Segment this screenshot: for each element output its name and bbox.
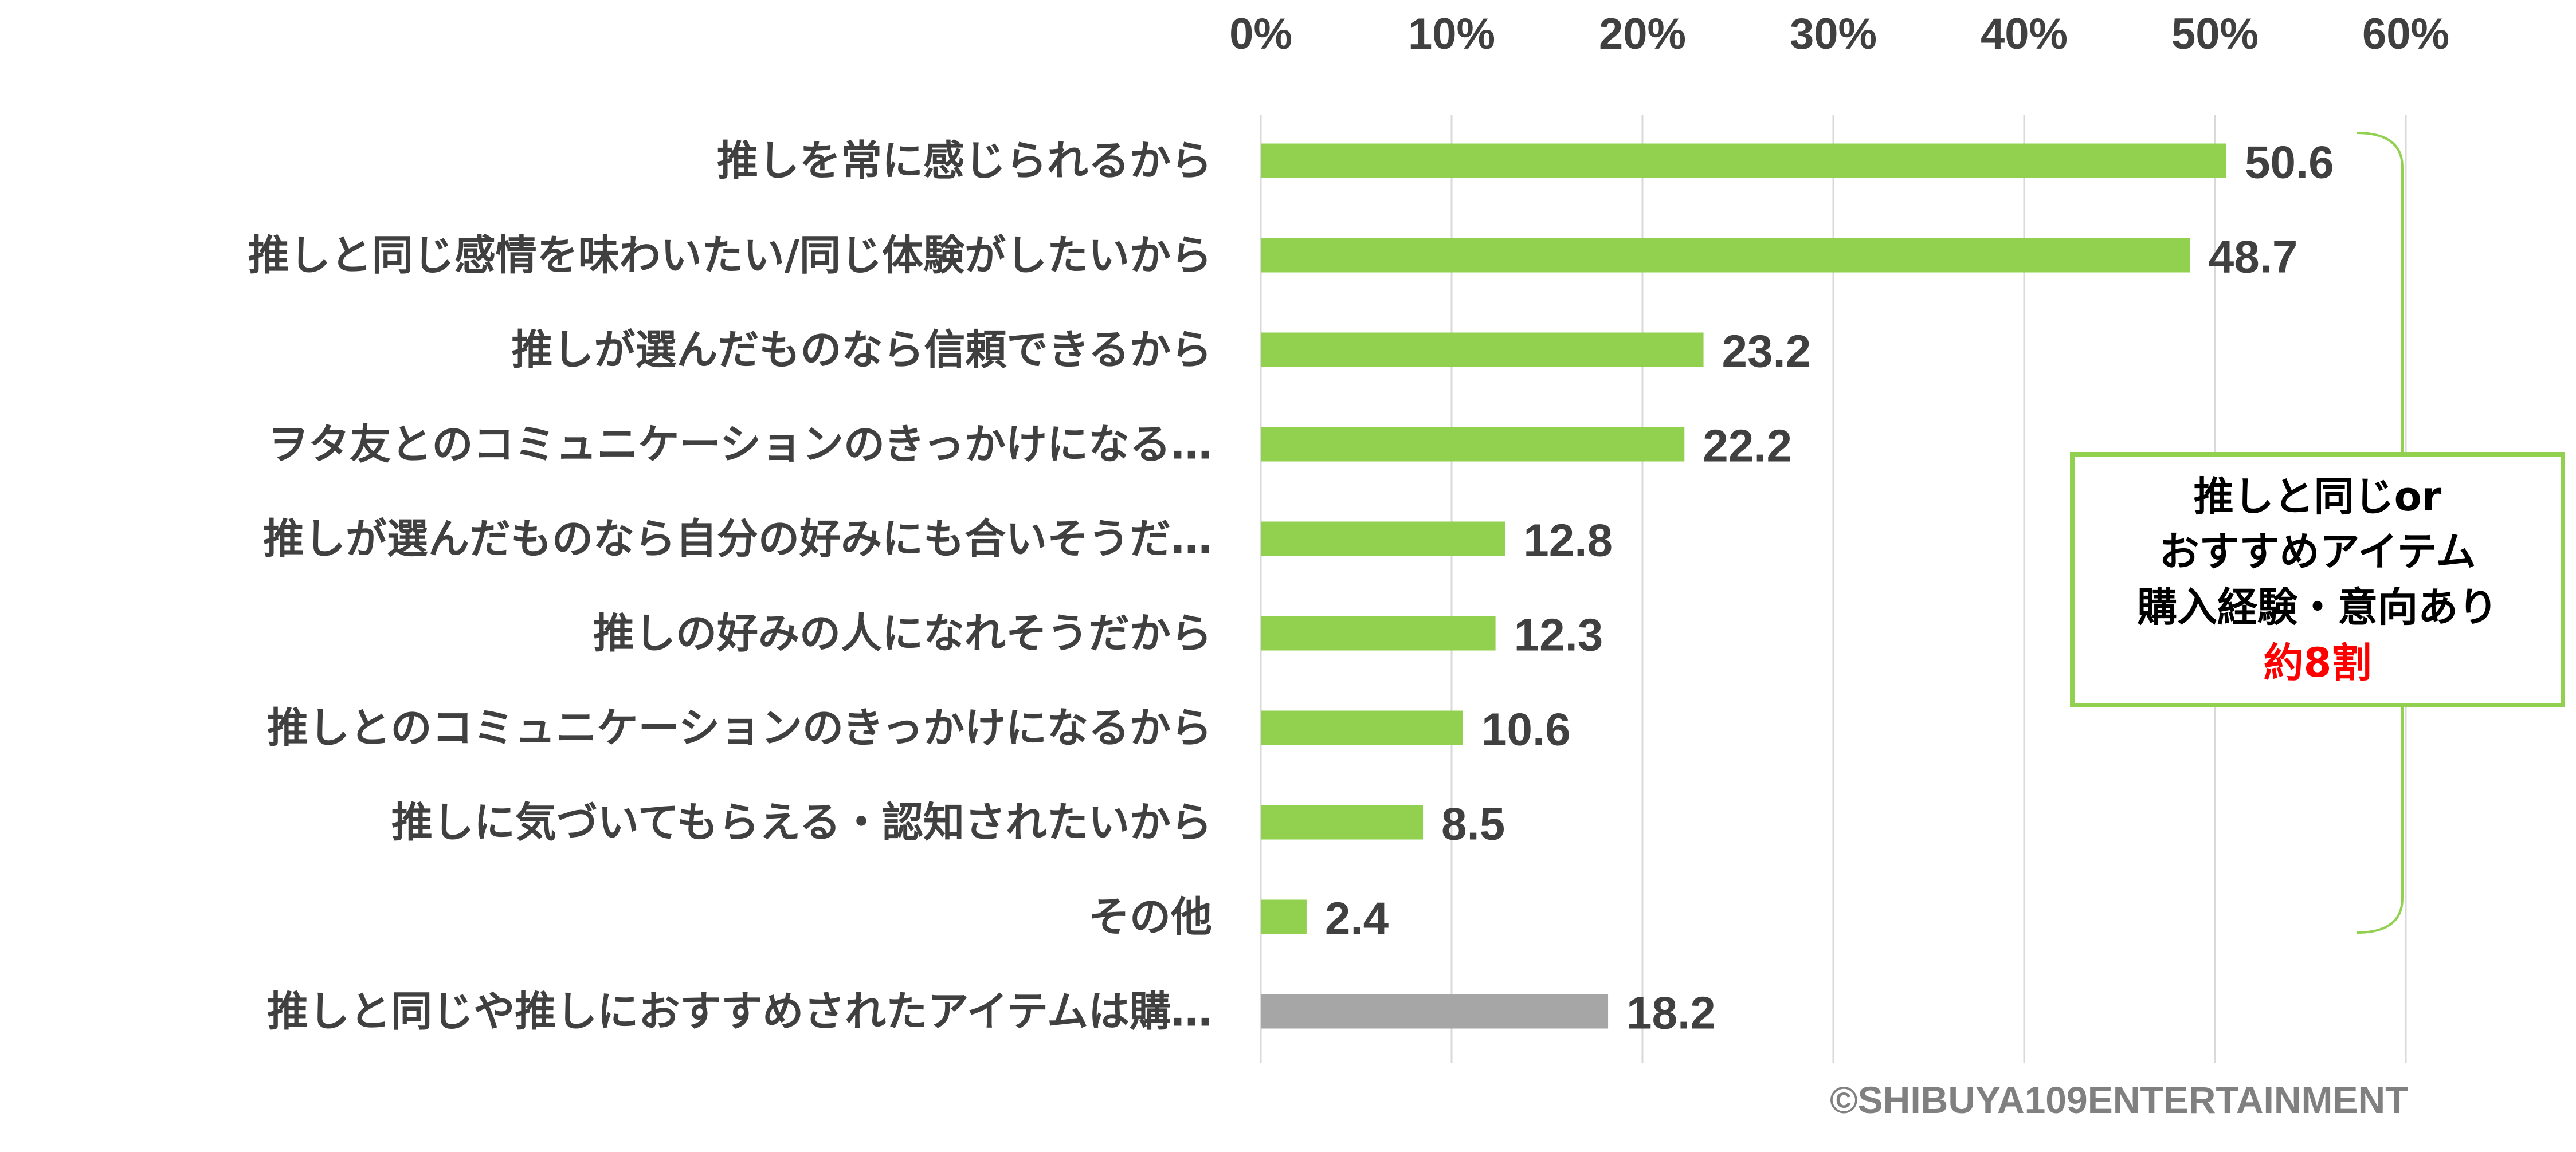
category-labels: 推しを常に感じられるから推しと同じ感情を味わいたい/同じ体験がしたいから推しが選… (248, 137, 1212, 1036)
x-tick-label: 20% (1599, 10, 1686, 58)
category-label: 推しと同じや推しにおすすめされたアイテムは購… (267, 988, 1212, 1036)
data-label: 22.2 (1703, 420, 1792, 471)
bars (1261, 143, 2226, 1029)
bar (1261, 238, 2190, 273)
category-label: 推しと同じ感情を味わいたい/同じ体験がしたいから (248, 231, 1212, 280)
summary-callout: 推しと同じor おすすめアイテム 購入経験・意向あり 約8割 (2070, 452, 2565, 707)
x-tick-label: 60% (2362, 10, 2449, 58)
bar (1261, 332, 1704, 367)
copyright-notice: ©SHIBUYA109ENTERTAINMENT (1830, 1079, 2409, 1121)
category-label: 推しとのコミュニケーションのきっかけになるから (267, 704, 1212, 752)
category-label: 推しを常に感じられるから (717, 137, 1212, 185)
data-label: 10.6 (1481, 704, 1571, 755)
callout-line-2: おすすめアイテム (2159, 528, 2476, 576)
data-label: 23.2 (1722, 326, 1812, 377)
callout-line-1: 推しと同じor (2193, 473, 2442, 520)
category-label: その他 (1088, 893, 1212, 941)
data-label: 48.7 (2209, 231, 2298, 282)
value-labels: 50.6 48.7 23.2 22.2 12.8 12.3 10.6 8.5 2.4 18.2 (1325, 137, 2334, 1039)
bar (1261, 710, 1463, 745)
data-label: 50.6 (2245, 137, 2334, 188)
x-tick-label: 0% (1229, 10, 1292, 58)
x-axis-ticks: 0% 10% 20% 30% 40% 50% 60% (1229, 10, 2449, 58)
category-label: ヲタ友とのコミュニケーションのきっかけになる… (267, 420, 1212, 469)
data-label: 12.3 (1514, 610, 1603, 660)
x-tick-label: 50% (2171, 10, 2259, 58)
x-tick-label: 10% (1408, 10, 1495, 58)
data-label: 2.4 (1325, 893, 1389, 944)
callout-highlight: 約8割 (2263, 639, 2372, 686)
data-label: 8.5 (1441, 799, 1505, 850)
bar (1261, 805, 1424, 840)
category-label: 推しに気づいてもらえる・認知されたいから (391, 799, 1212, 847)
bar (1261, 616, 1496, 651)
bar (1261, 899, 1307, 934)
category-label: 推しが選んだものなら自分の好みにも合いそうだ… (263, 515, 1212, 563)
category-label: 推しが選んだものなら信頼できるから (511, 326, 1212, 374)
bar (1261, 143, 2226, 178)
x-tick-label: 40% (1981, 10, 2068, 58)
callout-line-3: 購入経験・意向あり (2137, 584, 2498, 631)
category-label: 推しの好みの人になれそうだから (593, 610, 1212, 658)
bar (1261, 427, 1685, 462)
data-label: 12.8 (1523, 515, 1613, 566)
bar (1261, 521, 1505, 556)
x-tick-label: 30% (1790, 10, 1877, 58)
bar (1261, 994, 1609, 1029)
data-label: 18.2 (1626, 988, 1716, 1039)
